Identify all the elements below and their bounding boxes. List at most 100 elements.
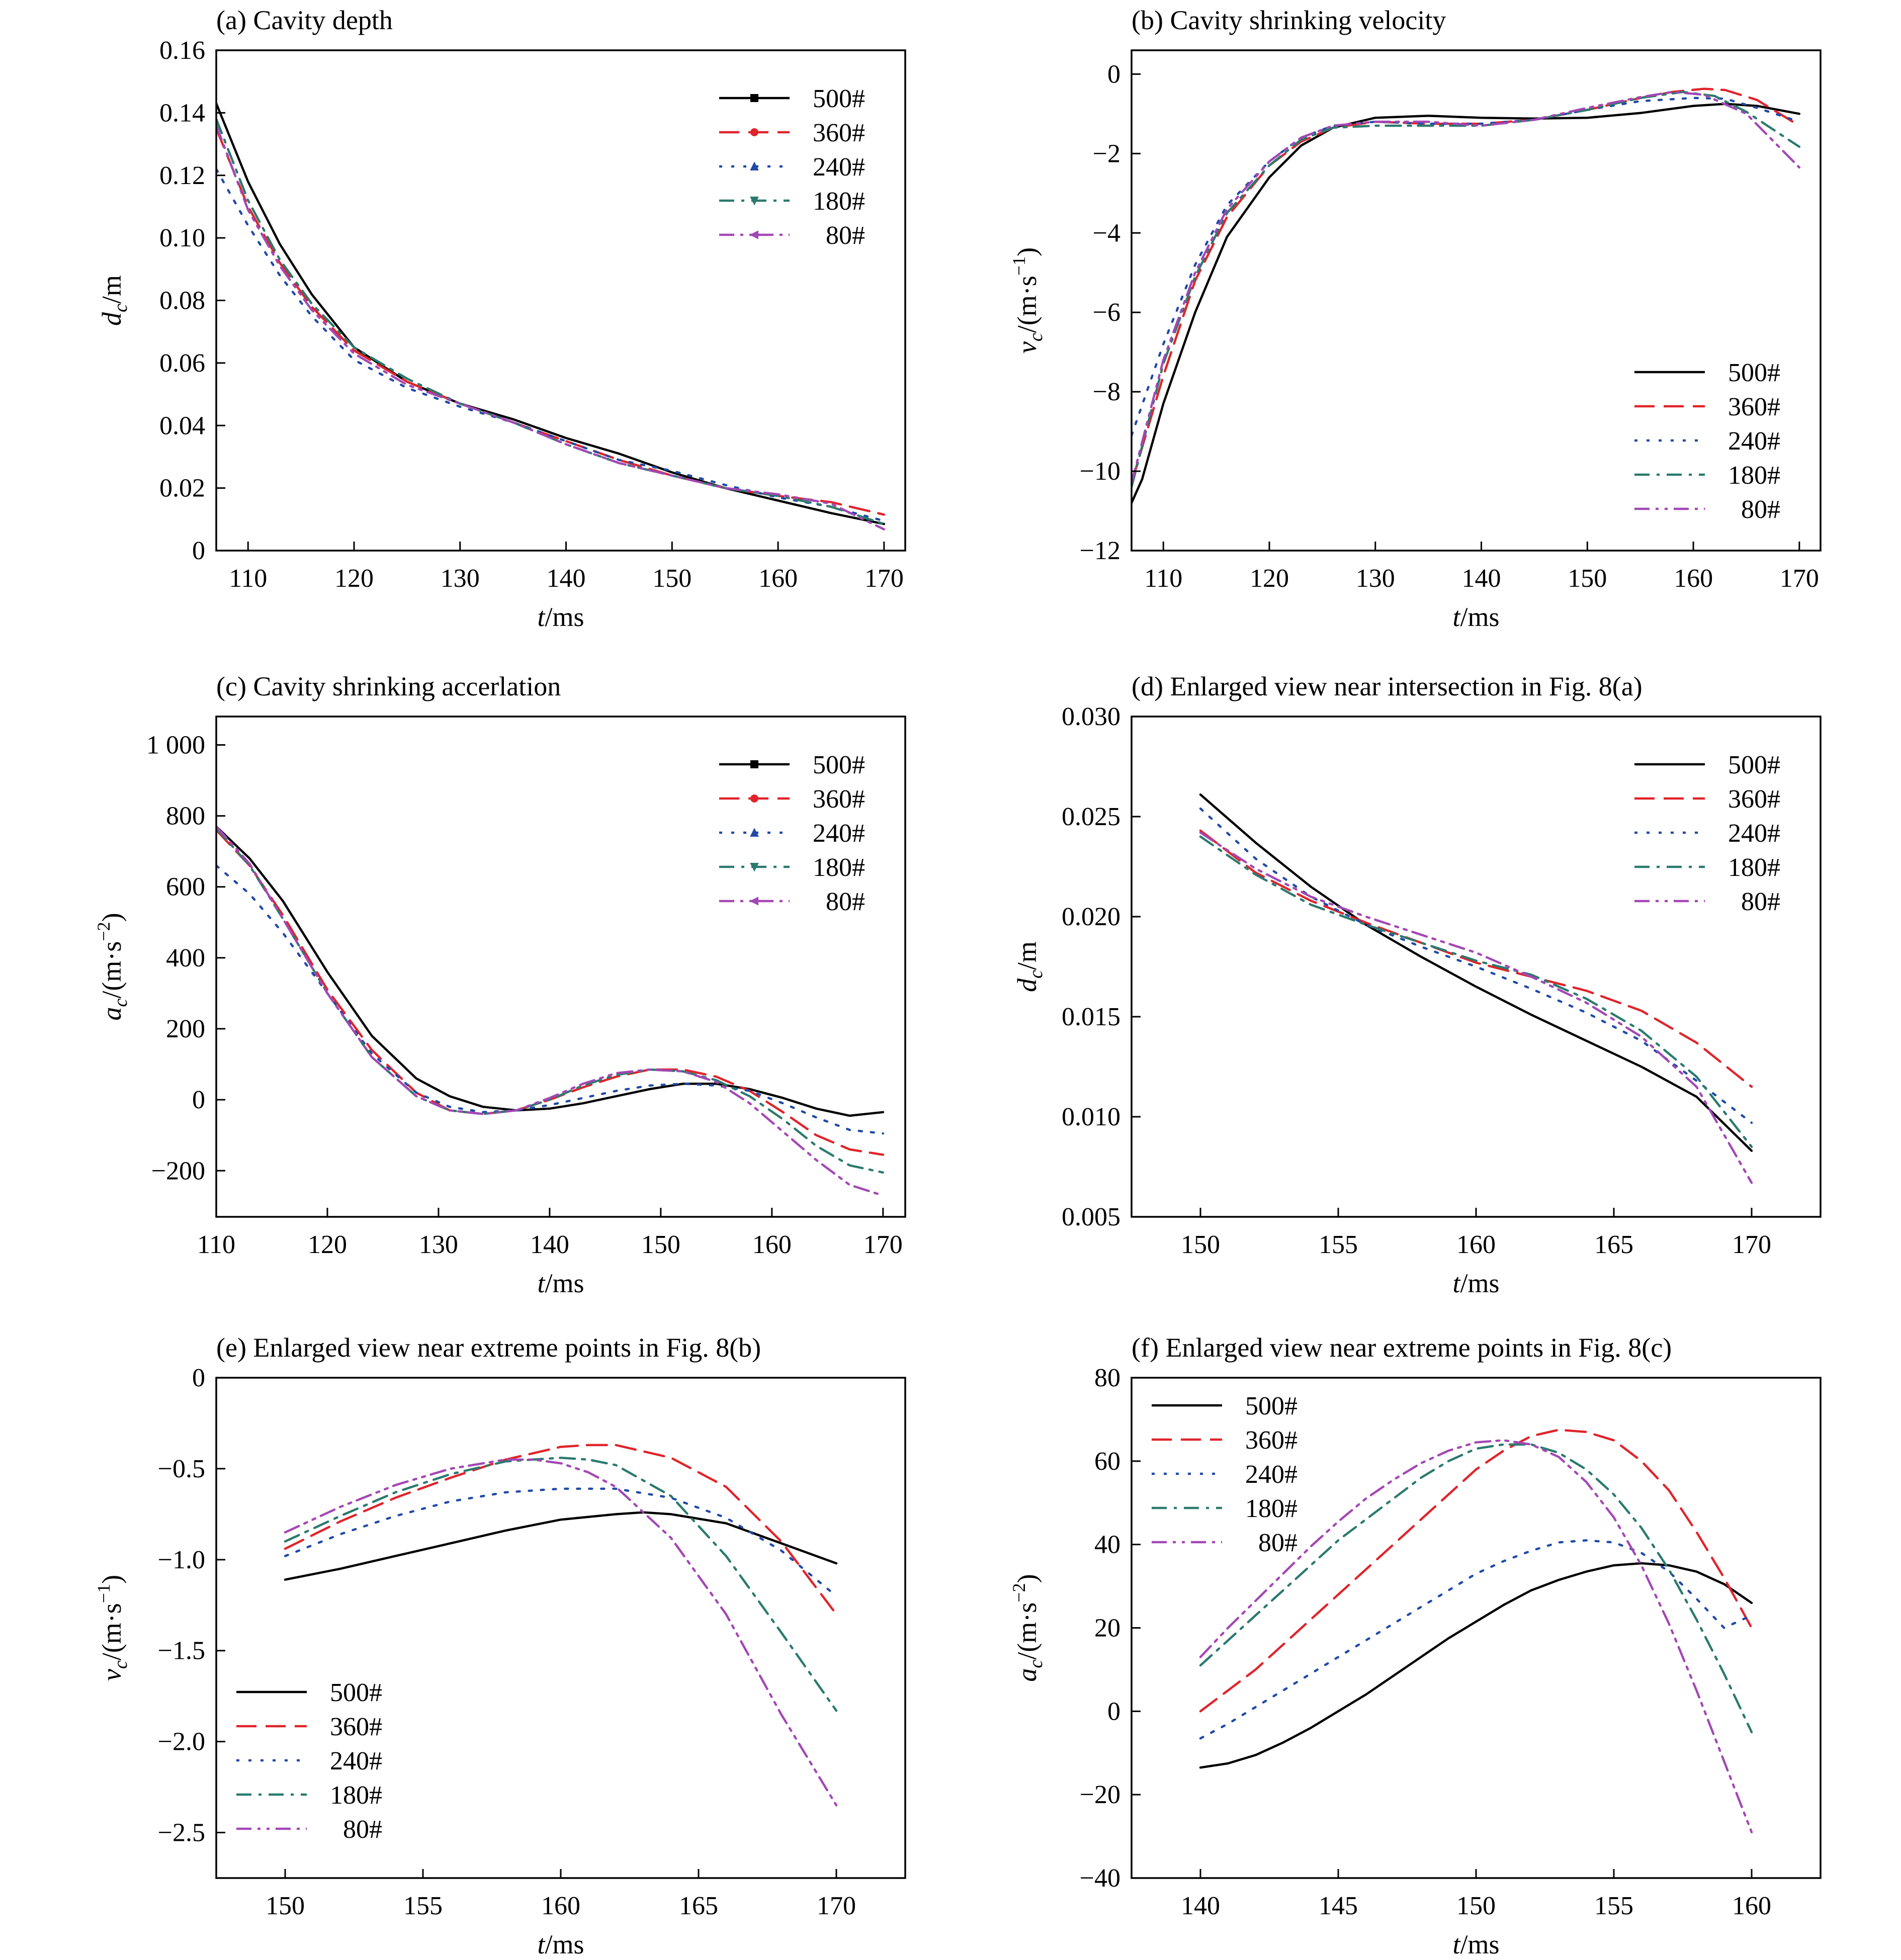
legend-item: 240# — [719, 819, 865, 848]
x-tick-label: 150 — [652, 564, 692, 593]
x-tick-label: 110 — [229, 564, 267, 593]
x-tick-label: 160 — [1732, 1892, 1771, 1920]
legend-label: 180# — [813, 853, 865, 882]
y-tick-label: −2.0 — [158, 1728, 205, 1756]
series-group — [1199, 793, 1753, 1184]
y-tick-label: −200 — [151, 1156, 205, 1185]
legend-item: 360# — [1634, 785, 1780, 814]
legend-label: 500# — [1728, 359, 1780, 387]
panel-a: (a) Cavity depth 110 120 130 140 150 160 170 0 0.… — [97, 5, 906, 632]
plot-frame — [1131, 49, 1822, 552]
series-group — [216, 825, 885, 1197]
y-tick-label: 0.010 — [1062, 1103, 1120, 1131]
y-axis-sub: c — [110, 304, 131, 312]
legend-label: 80# — [826, 887, 865, 916]
y-tick-label: 0.005 — [1062, 1203, 1120, 1231]
y-tick-label: −2 — [1093, 139, 1120, 168]
legend-label: 360# — [330, 1713, 382, 1741]
legend-item: 360# — [1152, 1426, 1298, 1455]
panel-f: (f) Enlarged view near extreme points in… — [1009, 1332, 1822, 1959]
x-tick-label: 140 — [547, 564, 586, 593]
y-axis-var: a — [1012, 1668, 1042, 1682]
x-axis-label: t/ms — [1452, 602, 1499, 632]
y-tick-label: 80 — [1094, 1364, 1120, 1392]
y-tick-label: −1.0 — [158, 1546, 205, 1574]
legend-label: 240# — [1728, 427, 1780, 456]
x-tick-label: 130 — [1356, 564, 1395, 593]
y-tick-label: 0.025 — [1062, 803, 1120, 831]
legend-label: 240# — [813, 153, 865, 182]
series-line-500 — [216, 825, 885, 1117]
legend-label: 360# — [1245, 1426, 1298, 1455]
y-axis-label: vc/(m·s−1) — [1009, 247, 1047, 353]
y-axis-close: ) — [97, 913, 127, 922]
x-tick-label: 110 — [1144, 564, 1182, 593]
x-tick-label: 145 — [1319, 1892, 1358, 1920]
legend: 500# 360# 240# 180# 80# — [236, 1678, 382, 1844]
y-axis-unit: /m — [1012, 941, 1042, 970]
y-tick-label: −4 — [1093, 219, 1120, 247]
x-tick-label: 160 — [752, 1230, 792, 1259]
legend-marker — [750, 863, 759, 872]
x-tick-label: 150 — [641, 1230, 680, 1259]
legend-marker — [750, 794, 758, 803]
legend-item: 80# — [236, 1815, 382, 1844]
y-tick-label: −6 — [1093, 298, 1120, 327]
y-tick-label: −12 — [1080, 537, 1120, 565]
y-tick-label: 0.030 — [1062, 702, 1120, 731]
y-axis-var: d — [1012, 978, 1042, 992]
legend-item: 180# — [1634, 461, 1780, 490]
y-tick-label: −0.5 — [158, 1455, 205, 1483]
series-group — [284, 1444, 838, 1807]
x-tick-label: 160 — [758, 564, 798, 593]
legend-label: 180# — [1728, 853, 1780, 882]
y-tick-label: 0.16 — [159, 36, 205, 65]
y-axis-label: vc/(m·s−1) — [94, 1575, 131, 1681]
x-tick-label: 110 — [197, 1230, 235, 1259]
legend-item: 360# — [1634, 393, 1780, 421]
legend-item: 240# — [1634, 819, 1780, 848]
legend-marker — [750, 760, 758, 768]
legend-item: 240# — [1634, 427, 1780, 456]
x-axis-var: t — [1452, 1929, 1461, 1959]
legend-label: 180# — [1728, 461, 1780, 490]
plot-frame — [215, 716, 906, 1218]
legend-item: 80# — [1634, 495, 1780, 524]
x-tick-label: 165 — [1594, 1230, 1633, 1259]
legend-item: 500# — [1634, 359, 1780, 387]
legend-label: 360# — [813, 119, 865, 147]
legend-label: 500# — [813, 84, 865, 113]
legend-item: 360# — [236, 1713, 382, 1741]
series-line-500 — [1199, 1562, 1753, 1769]
series-line-180 — [216, 118, 886, 525]
x-tick-label: 150 — [266, 1892, 305, 1920]
series-line-80 — [284, 1458, 838, 1807]
y-tick-label: 0.10 — [159, 224, 205, 252]
x-tick-label: 170 — [863, 1230, 903, 1259]
legend-marker — [750, 197, 759, 206]
legend-label: 500# — [813, 751, 865, 779]
panel-b: (b) Cavity shrinking velocity 110 120 130 14… — [1009, 5, 1822, 632]
y-axis-unit: /(m·s — [97, 1603, 127, 1660]
x-axis-unit: /ms — [545, 1268, 584, 1298]
legend: 500# 360# 240# 180# 80# — [719, 84, 865, 250]
y-tick-label: 0.06 — [159, 349, 205, 378]
y-axis-label: dc/m — [1012, 941, 1047, 992]
y-axis-var: v — [97, 1669, 127, 1681]
series-line-180 — [216, 827, 885, 1174]
series-line-80 — [1199, 831, 1753, 1184]
y-tick-label: 20 — [1094, 1614, 1120, 1643]
legend-item: 500# — [1152, 1392, 1298, 1420]
series-line-360 — [284, 1444, 838, 1616]
legend-label: 360# — [1728, 393, 1780, 421]
y-tick-label: −10 — [1080, 457, 1120, 486]
y-tick-label: −20 — [1080, 1780, 1120, 1809]
x-tick-label: 155 — [403, 1892, 443, 1920]
series-group — [1132, 87, 1801, 504]
x-tick-label: 120 — [334, 564, 374, 593]
x-axis-var: t — [1452, 602, 1461, 632]
x-tick-label: 130 — [419, 1230, 458, 1259]
y-axis-label: ac/(m·s−2) — [1009, 1574, 1047, 1681]
legend-label: 360# — [1728, 785, 1780, 814]
